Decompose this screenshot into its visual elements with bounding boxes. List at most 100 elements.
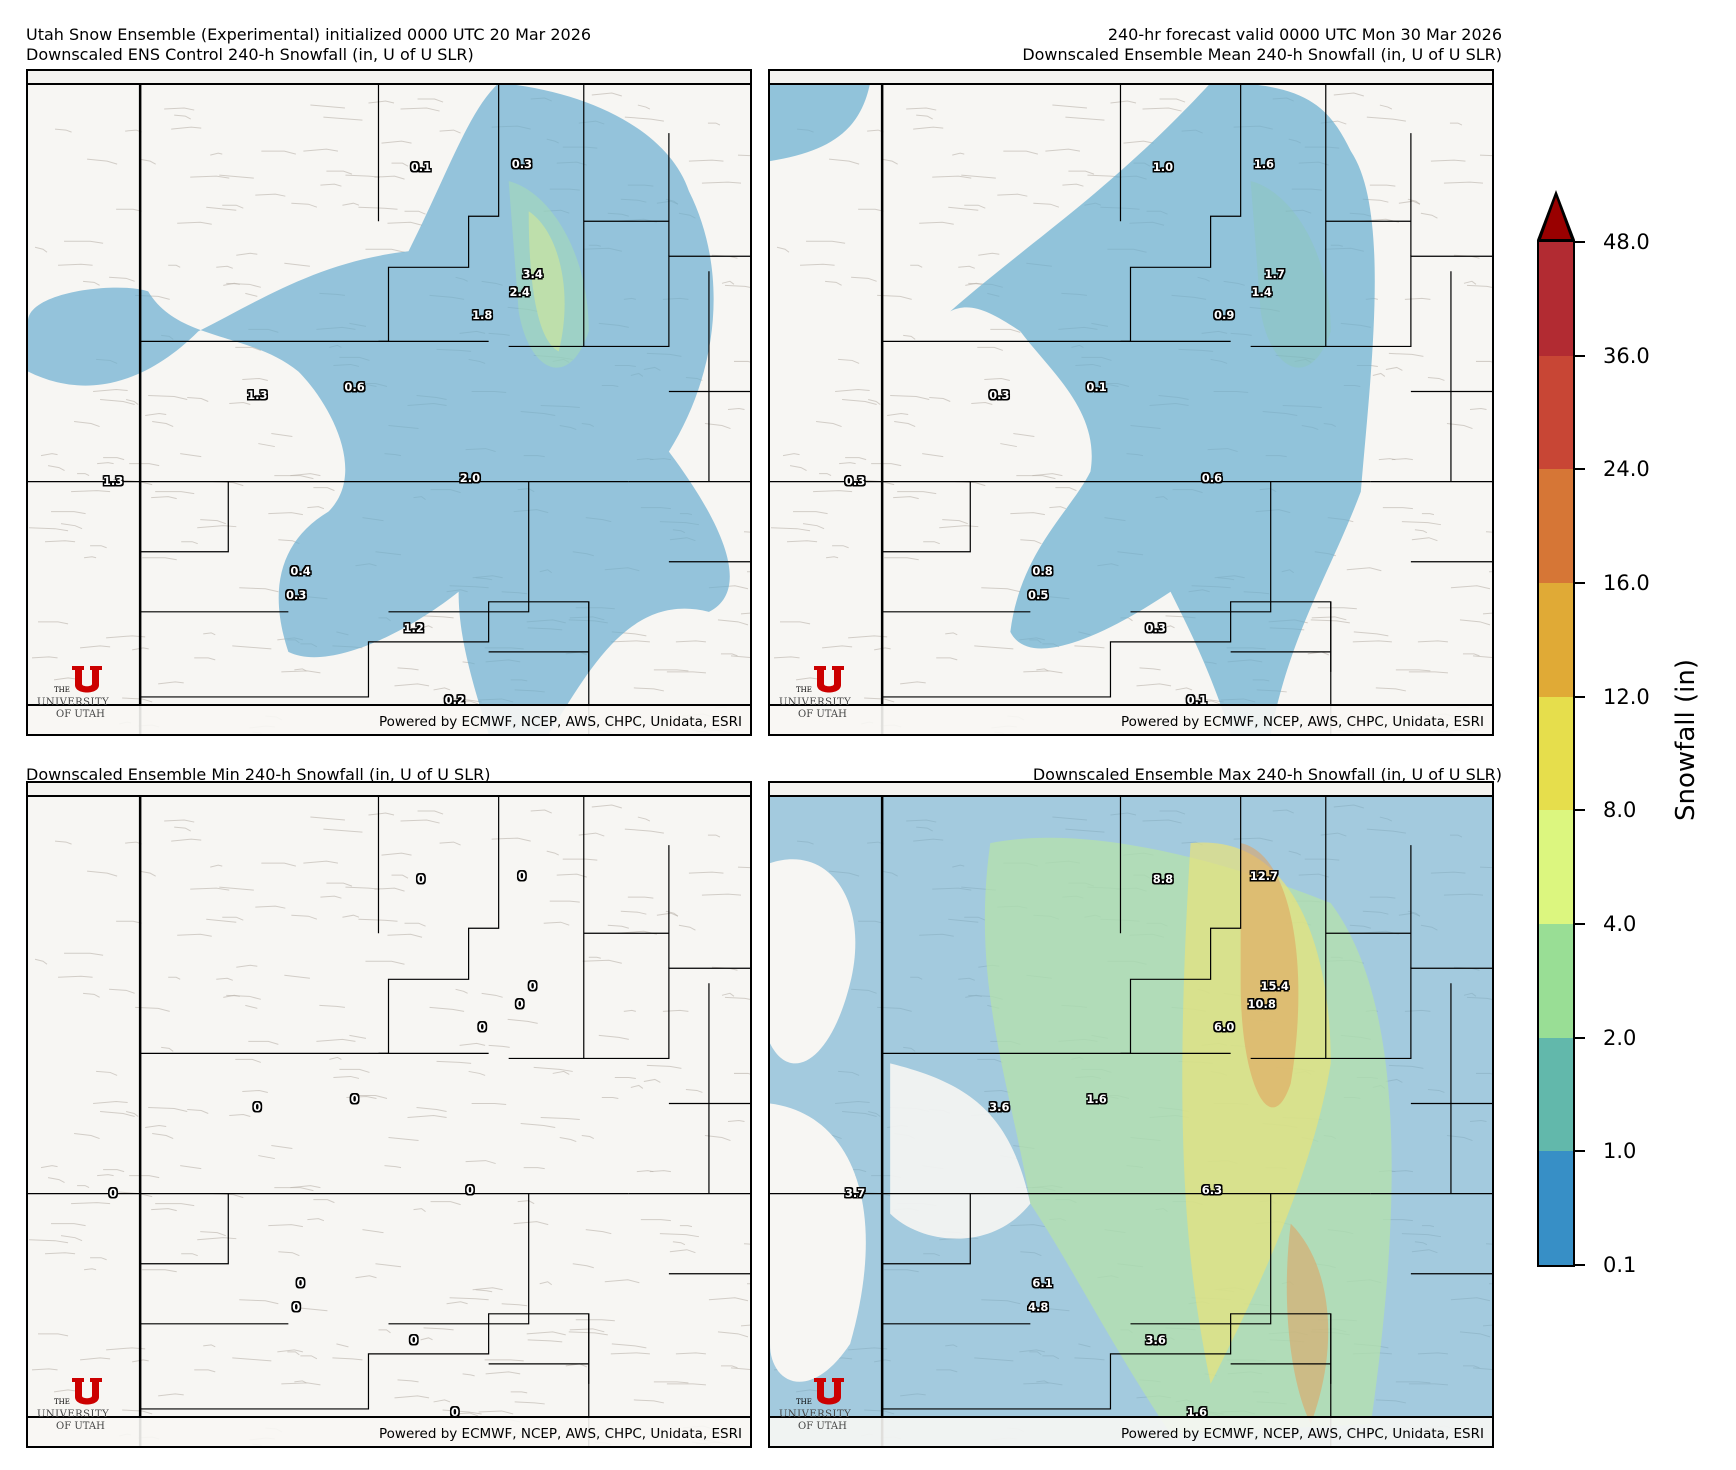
logo-of-utah: OF UTAH bbox=[798, 1421, 847, 1432]
snowfall-point-label: 4.8 bbox=[1028, 1300, 1049, 1315]
colorbar-tick-label: 16.0 bbox=[1603, 571, 1650, 595]
snowfall-point-label: 6.1 bbox=[1032, 1275, 1053, 1290]
snowfall-point-label: 1.3 bbox=[102, 474, 124, 489]
snowfall-point-label: 0.2 bbox=[444, 692, 466, 707]
snowfall-point-label: 3.7 bbox=[844, 1186, 866, 1201]
snowfall-point-label: 0 bbox=[253, 1100, 262, 1115]
snowfall-point-label: 3.6 bbox=[1145, 1333, 1166, 1348]
snowfall-point-label: 0 bbox=[517, 868, 526, 883]
valid-time-title: 240-hr forecast valid 0000 UTC Mon 30 Ma… bbox=[1107, 25, 1502, 44]
snowfall-point-label: 1.2 bbox=[403, 621, 424, 636]
colorbar-tick bbox=[1575, 1036, 1585, 1039]
snowfall-point-label: 1.6 bbox=[1253, 156, 1275, 171]
snowfall-point-label: 0.3 bbox=[989, 388, 1010, 403]
colorbar-label: Snowfall (in) bbox=[1671, 659, 1701, 821]
colorbar-tick-label: 1.0 bbox=[1603, 1139, 1637, 1164]
colorbar-segment bbox=[1539, 355, 1573, 470]
university-of-utah-logo: THE UNIVERSITY OF UTAH bbox=[34, 666, 124, 726]
map-background bbox=[28, 783, 750, 1446]
powered-by-credit: Powered by ECMWF, NCEP, AWS, CHPC, Unida… bbox=[1121, 1426, 1484, 1442]
logo-the: THE bbox=[54, 686, 70, 694]
colorbar-tick-label: 0.1 bbox=[1603, 1253, 1637, 1277]
map-footer: Powered by ECMWF, NCEP, AWS, CHPC, Unida… bbox=[770, 1416, 1492, 1446]
colorbar-segment bbox=[1539, 1037, 1573, 1152]
colorbar-tick bbox=[1575, 809, 1585, 812]
map-panel-min: 0 0 0 0 0 0 0 0 0 0 0 0 0 Powered by ECMWF, NCEP, AWS… bbox=[26, 781, 752, 1448]
colorbar-tick bbox=[1575, 354, 1585, 357]
snowfall-point-label: 3.6 bbox=[989, 1100, 1010, 1115]
colorbar-tick-label: 2.0 bbox=[1603, 1025, 1637, 1050]
snowfall-point-label: 2.4 bbox=[509, 285, 530, 300]
panel-title-control: Downscaled ENS Control 240-h Snowfall (i… bbox=[26, 45, 474, 64]
snowfall-point-label: 0 bbox=[416, 871, 425, 886]
colorbar-tick bbox=[1575, 1264, 1585, 1266]
colorbar-segment bbox=[1539, 1151, 1573, 1266]
panel-title-min: Downscaled Ensemble Min 240-h Snowfall (… bbox=[26, 765, 491, 784]
colorbar-segment bbox=[1539, 810, 1573, 925]
snowfall-point-label: 0.6 bbox=[1201, 471, 1223, 486]
snowfall-point-label: 1.8 bbox=[472, 307, 493, 322]
snowfall-point-label: 0.1 bbox=[1186, 692, 1208, 707]
logo-of-utah: OF UTAH bbox=[56, 1421, 105, 1432]
snowfall-point-label: 0 bbox=[350, 1092, 359, 1107]
snowfall-point-label: 1.7 bbox=[1264, 266, 1285, 281]
run-info-title: Utah Snow Ensemble (Experimental) initia… bbox=[26, 25, 592, 44]
snowfall-point-label: 0 bbox=[528, 978, 537, 993]
snowfall-point-label: 1.6 bbox=[1086, 1092, 1107, 1107]
snowfall-point-label: 0 bbox=[478, 1019, 487, 1034]
snowfall-point-label: 0 bbox=[409, 1333, 418, 1348]
snowfall-point-label: 8.8 bbox=[1152, 871, 1174, 886]
colorbar bbox=[1537, 240, 1575, 1267]
colorbar-segment bbox=[1539, 469, 1573, 584]
snowfall-point-label: 0 bbox=[292, 1300, 301, 1315]
colorbar-tick bbox=[1575, 468, 1585, 471]
block-u-icon bbox=[814, 666, 844, 693]
snowfall-point-label: 0.9 bbox=[1214, 307, 1235, 322]
university-of-utah-logo: THE UNIVERSITY OF UTAH bbox=[776, 666, 866, 726]
colorbar-tick-label: 24.0 bbox=[1603, 457, 1650, 482]
map-panel-mean: 1.0 1.6 1.7 1.4 0.9 0.1 0.3 0.6 0.3 0.8 0.5 0.3 0.1 P… bbox=[768, 69, 1494, 736]
snowfall-point-label: 0.4 bbox=[290, 563, 311, 578]
snowfall-point-label: 0 bbox=[465, 1183, 474, 1198]
powered-by-credit: Powered by ECMWF, NCEP, AWS, CHPC, Unida… bbox=[1121, 714, 1484, 730]
colorbar-tick-label: 36.0 bbox=[1603, 343, 1650, 368]
logo-the: THE bbox=[54, 1398, 70, 1406]
snowfall-point-label: 0.1 bbox=[410, 159, 432, 174]
powered-by-credit: Powered by ECMWF, NCEP, AWS, CHPC, Unida… bbox=[379, 1426, 742, 1442]
snowfall-point-label: 0.3 bbox=[844, 474, 866, 489]
snowfall-point-label: 10.8 bbox=[1247, 997, 1276, 1012]
snowfall-point-label: 15.4 bbox=[1260, 978, 1289, 993]
snowfall-point-label: 1.0 bbox=[1152, 159, 1174, 174]
snowfall-point-label: 0 bbox=[296, 1275, 305, 1290]
logo-university: UNIVERSITY bbox=[779, 697, 852, 708]
block-u-icon bbox=[72, 1378, 102, 1405]
colorbar-tick bbox=[1575, 1150, 1585, 1153]
logo-the: THE bbox=[796, 686, 812, 694]
snowfall-point-label: 0 bbox=[109, 1186, 118, 1201]
colorbar-segment bbox=[1539, 583, 1573, 697]
snowfall-point-label: 6.0 bbox=[1214, 1019, 1235, 1034]
snowfall-point-label: 0.5 bbox=[1028, 588, 1049, 603]
university-of-utah-logo: THE UNIVERSITY OF UTAH bbox=[34, 1378, 124, 1438]
snowfall-point-label: 2.0 bbox=[459, 471, 481, 486]
colorbar-tick bbox=[1575, 241, 1585, 243]
logo-university: UNIVERSITY bbox=[37, 697, 110, 708]
snowfall-point-label: 0.3 bbox=[511, 156, 533, 171]
powered-by-credit: Powered by ECMWF, NCEP, AWS, CHPC, Unida… bbox=[379, 714, 742, 730]
snowfall-point-label: 0.3 bbox=[286, 588, 307, 603]
map-background bbox=[28, 71, 750, 734]
snowfall-point-label: 0.8 bbox=[1032, 563, 1053, 578]
snowfall-point-label: 0 bbox=[515, 997, 524, 1012]
logo-of-utah: OF UTAH bbox=[798, 709, 847, 720]
map-panel-control: 0.1 0.3 3.4 2.4 1.8 0.6 1.3 2.0 1.3 0.4 0.3 1.2 0.2 P… bbox=[26, 69, 752, 736]
colorbar-tick-label: 12.0 bbox=[1603, 684, 1650, 709]
colorbar-tick bbox=[1575, 695, 1585, 698]
snowfall-point-label: 1.3 bbox=[247, 388, 268, 403]
university-of-utah-logo: THE UNIVERSITY OF UTAH bbox=[776, 1378, 866, 1438]
colorbar-segment bbox=[1539, 242, 1573, 356]
map-footer: Powered by ECMWF, NCEP, AWS, CHPC, Unida… bbox=[28, 704, 750, 734]
map-top-strip bbox=[28, 783, 750, 797]
map-panel-max: 8.8 12.7 15.4 10.8 6.0 1.6 3.6 6.3 3.7 6.1 4.8 3.6 1… bbox=[768, 781, 1494, 1448]
snowfall-point-label: 6.3 bbox=[1201, 1183, 1223, 1198]
block-u-icon bbox=[814, 1378, 844, 1405]
